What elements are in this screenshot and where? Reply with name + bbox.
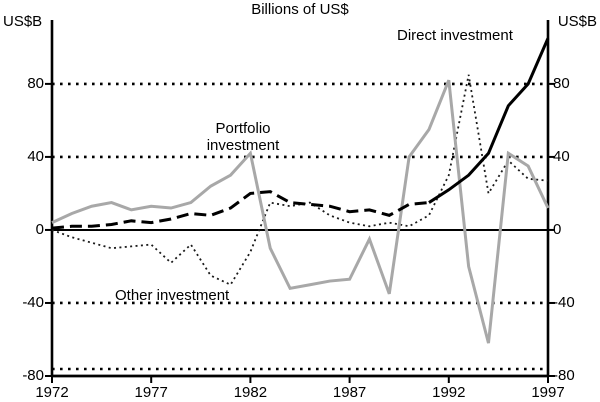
y-tick-label-left-0: 0: [35, 220, 44, 238]
y-tick-label-left--40: -40: [22, 293, 44, 311]
chart-title: Billions of US$: [251, 1, 349, 18]
annotation-portfolio-investment: Portfolio investment: [181, 120, 305, 154]
x-tick-label-1977: 1977: [134, 384, 168, 401]
x-tick-label-1992: 1992: [432, 384, 466, 401]
y-tick-label-right--80: -80: [553, 367, 575, 384]
x-tick-label-1972: 1972: [35, 384, 69, 401]
y-tick-label-right-80: 80: [553, 74, 570, 92]
x-tick-label-1997: 1997: [531, 384, 565, 401]
series-other-investment: [51, 74, 549, 286]
left-axis-unit-label: US$B: [3, 13, 43, 30]
y-tick-label-left-40: 40: [27, 147, 44, 165]
y-tick-label-right--40: -40: [553, 293, 575, 311]
y-tick-label-right-40: 40: [553, 147, 570, 165]
annotation-direct-investment: Direct investment: [397, 27, 513, 44]
x-tick-label-1982: 1982: [233, 384, 268, 401]
y-tick-label-left-80: 80: [27, 74, 44, 92]
right-axis-unit-label: US$B: [557, 13, 597, 30]
y-tick-label-left--80: -80: [22, 367, 44, 384]
series-direct-investment-solid: [428, 37, 550, 204]
series-direct-investment-dashed: [51, 190, 430, 230]
annotation-portfolio-line2: investment: [206, 137, 280, 154]
annotation-portfolio-line1: Portfolio: [215, 120, 271, 137]
x-tick-label-1987: 1987: [332, 384, 367, 401]
annotation-other-investment: Other investment: [115, 287, 230, 304]
series-portfolio-investment: [51, 79, 550, 344]
y-tick-label-right-0: 0: [553, 220, 562, 238]
